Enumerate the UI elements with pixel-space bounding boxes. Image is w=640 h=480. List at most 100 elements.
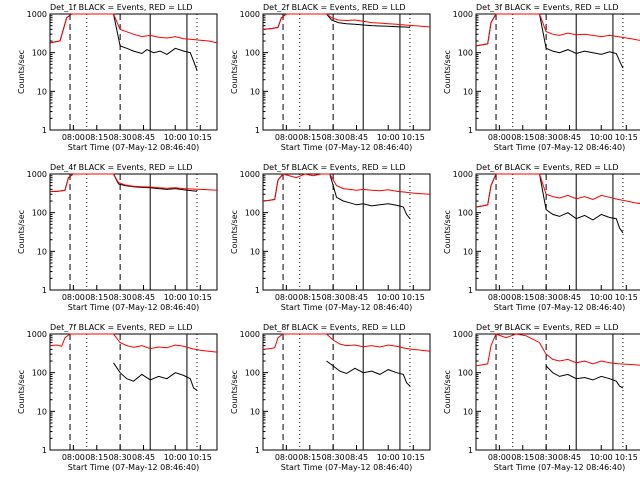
x-tick-label: 08:45 bbox=[132, 293, 155, 302]
panel-det-4f: Det_4f BLACK = Events, RED = LLD 1 10 100 10… bbox=[17, 163, 218, 312]
y-tick-label: 1 bbox=[255, 126, 260, 135]
y-tick-label: 1000 bbox=[453, 330, 473, 339]
x-tick-label: 08:15 bbox=[85, 453, 108, 462]
plot-frame bbox=[49, 333, 218, 451]
y-axis-label: Counts/sec bbox=[230, 210, 239, 254]
x-axis-label: Start Time (07-May-12 08:46:40) bbox=[68, 303, 199, 312]
series-line-events bbox=[49, 173, 198, 193]
x-tick-label: 08:15 bbox=[85, 133, 108, 142]
x-tick-label: 08:15 bbox=[511, 293, 534, 302]
series-line-lld bbox=[475, 13, 640, 47]
x-tick-label: 10:00 bbox=[590, 453, 613, 462]
y-axis-label: Counts/sec bbox=[443, 370, 452, 414]
y-tick-label: 1000 bbox=[240, 10, 260, 19]
y-tick-label: 1000 bbox=[453, 170, 473, 179]
y-axis-label: Counts/sec bbox=[17, 50, 26, 94]
x-tick-label: 08:45 bbox=[132, 133, 155, 142]
panel-title: Det_3f BLACK = Events, RED = LLD bbox=[476, 3, 619, 12]
y-tick-label: 100 bbox=[32, 209, 47, 218]
x-tick-label: 08:30 bbox=[109, 133, 132, 142]
y-tick-label: 100 bbox=[245, 49, 260, 58]
y-tick-label: 100 bbox=[458, 49, 473, 58]
x-axis-label: Start Time (07-May-12 08:46:40) bbox=[494, 143, 625, 152]
panel-det-9f: Det_9f BLACK = Events, RED = LLD 1 10 100 10… bbox=[443, 323, 640, 472]
panel-title: Det_7f BLACK = Events, RED = LLD bbox=[50, 323, 193, 332]
y-tick-label: 10 bbox=[463, 407, 473, 416]
series-line-lld bbox=[49, 13, 218, 44]
series-line-lld bbox=[475, 173, 640, 208]
x-tick-label: 08:00 bbox=[488, 133, 511, 142]
x-tick-label: 10:00 bbox=[377, 133, 400, 142]
series-line-events bbox=[49, 13, 198, 71]
x-tick-label: 08:45 bbox=[345, 133, 368, 142]
x-tick-label: 08:00 bbox=[62, 133, 85, 142]
series-line-events bbox=[475, 13, 624, 69]
y-tick-label: 10 bbox=[250, 407, 260, 416]
y-tick-label: 1 bbox=[468, 446, 473, 455]
y-tick-label: 10 bbox=[463, 247, 473, 256]
x-axis-label: Start Time (07-May-12 08:46:40) bbox=[68, 143, 199, 152]
y-tick-label: 1 bbox=[255, 286, 260, 295]
y-tick-label: 10 bbox=[37, 407, 47, 416]
panel-det-8f: Det_8f BLACK = Events, RED = LLD 1 10 100 10… bbox=[230, 323, 431, 472]
y-tick-label: 100 bbox=[32, 369, 47, 378]
series-line-lld bbox=[475, 333, 640, 367]
y-tick-label: 10 bbox=[250, 87, 260, 96]
x-tick-label: 10:15 bbox=[402, 133, 425, 142]
x-tick-label: 08:00 bbox=[275, 293, 298, 302]
plot-frame bbox=[262, 333, 431, 451]
y-axis-label: Counts/sec bbox=[230, 50, 239, 94]
x-tick-label: 08:15 bbox=[85, 293, 108, 302]
series-line-lld bbox=[262, 173, 431, 202]
y-tick-label: 10 bbox=[463, 87, 473, 96]
x-tick-label: 08:00 bbox=[62, 293, 85, 302]
y-tick-label: 100 bbox=[458, 369, 473, 378]
series-line-events bbox=[545, 365, 624, 389]
x-tick-label: 10:15 bbox=[615, 293, 638, 302]
series-line-lld bbox=[262, 13, 431, 30]
x-axis-label: Start Time (07-May-12 08:46:40) bbox=[281, 303, 412, 312]
panel-det-2f: Det_2f BLACK = Events, RED = LLD 1 10 100 10… bbox=[230, 3, 431, 152]
x-tick-label: 10:15 bbox=[189, 133, 212, 142]
x-tick-label: 10:00 bbox=[377, 453, 400, 462]
y-tick-label: 10 bbox=[37, 87, 47, 96]
series-line-lld bbox=[49, 173, 218, 193]
y-tick-label: 10 bbox=[250, 247, 260, 256]
x-tick-label: 08:15 bbox=[511, 453, 534, 462]
series-line-events bbox=[326, 360, 411, 387]
x-tick-label: 08:45 bbox=[345, 293, 368, 302]
y-tick-label: 100 bbox=[458, 209, 473, 218]
y-tick-label: 100 bbox=[245, 369, 260, 378]
y-tick-label: 1000 bbox=[240, 170, 260, 179]
series-line-events bbox=[113, 362, 198, 391]
y-tick-label: 1000 bbox=[27, 330, 47, 339]
x-axis-label: Start Time (07-May-12 08:46:40) bbox=[494, 463, 625, 472]
panel-title: Det_8f BLACK = Events, RED = LLD bbox=[263, 323, 406, 332]
x-tick-label: 08:30 bbox=[109, 293, 132, 302]
series-line-events bbox=[262, 13, 411, 30]
x-tick-label: 10:00 bbox=[377, 293, 400, 302]
panel-det-3f: Det_3f BLACK = Events, RED = LLD 1 10 100 10… bbox=[443, 3, 640, 152]
plot-frame bbox=[262, 173, 431, 291]
x-tick-label: 10:00 bbox=[164, 133, 187, 142]
y-tick-label: 1000 bbox=[27, 170, 47, 179]
panel-title: Det_5f BLACK = Events, RED = LLD bbox=[263, 163, 406, 172]
panel-det-1f: Det_1f BLACK = Events, RED = LLD 1 10 100 10… bbox=[17, 3, 218, 152]
x-tick-label: 08:45 bbox=[345, 453, 368, 462]
x-axis-label: Start Time (07-May-12 08:46:40) bbox=[68, 463, 199, 472]
x-tick-label: 08:30 bbox=[109, 453, 132, 462]
series-line-lld bbox=[262, 333, 431, 352]
x-tick-label: 10:00 bbox=[164, 293, 187, 302]
x-tick-label: 10:00 bbox=[164, 453, 187, 462]
y-axis-label: Counts/sec bbox=[17, 210, 26, 254]
panel-title: Det_2f BLACK = Events, RED = LLD bbox=[263, 3, 406, 12]
x-tick-label: 08:00 bbox=[275, 453, 298, 462]
y-tick-label: 1 bbox=[468, 286, 473, 295]
plot-frame bbox=[262, 13, 431, 131]
x-tick-label: 08:00 bbox=[488, 293, 511, 302]
y-axis-label: Counts/sec bbox=[230, 370, 239, 414]
y-tick-label: 1000 bbox=[27, 10, 47, 19]
y-tick-label: 100 bbox=[245, 209, 260, 218]
x-tick-label: 08:45 bbox=[132, 453, 155, 462]
